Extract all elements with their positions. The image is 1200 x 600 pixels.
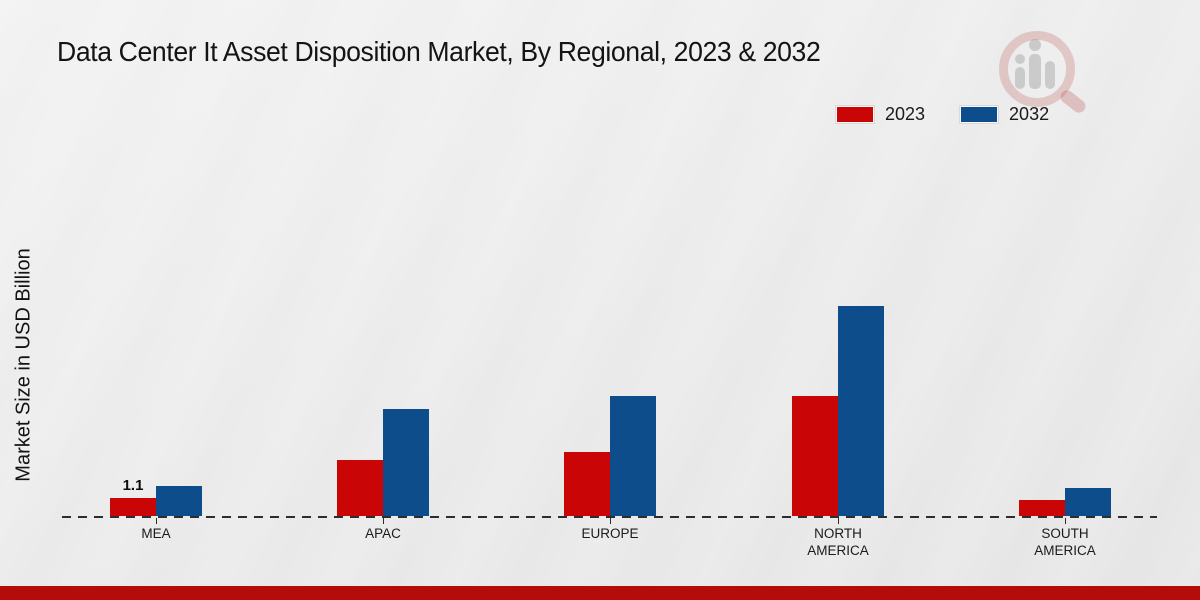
category-label-south-america: SOUTH AMERICA: [1034, 526, 1096, 558]
chart-title: Data Center It Asset Disposition Market,…: [57, 36, 821, 67]
bar-2032-north-america: [838, 306, 884, 516]
bar-2023-south-america: [1019, 500, 1065, 516]
legend-item-2023: 2023: [837, 104, 925, 125]
legend-label-2032: 2032: [1009, 104, 1050, 124]
magnifier-analytics-logo-icon: [999, 28, 1094, 123]
bar-2032-mea: [156, 486, 202, 516]
bar-2023-north-america: [792, 396, 838, 516]
value-label-2023-mea: 1.1: [122, 477, 144, 494]
bar-2032-europe: [610, 396, 656, 516]
bar-2023-apac: [337, 460, 383, 516]
bar-2032-apac: [383, 409, 429, 516]
x-tick-europe: [610, 518, 611, 524]
x-tick-apac: [383, 518, 384, 524]
legend-swatch-2032-icon: [961, 107, 998, 122]
bar-2032-south-america: [1065, 488, 1111, 516]
category-label-mea: MEA: [141, 526, 171, 541]
legend-swatch-2023-icon: [837, 107, 873, 122]
x-axis-line: [62, 516, 1157, 518]
bar-2023-europe: [564, 452, 610, 516]
y-axis-label: Market Size in USD Billion: [12, 248, 35, 482]
legend: 2023 2032: [837, 104, 1049, 125]
category-label-europe: EUROPE: [581, 526, 639, 541]
x-tick-mea: [156, 518, 157, 524]
bar-2023-mea: [110, 498, 156, 516]
category-label-north-america: NORTH AMERICA: [807, 526, 869, 558]
x-tick-south-america: [1065, 518, 1066, 524]
legend-label-2023: 2023: [885, 104, 926, 124]
x-tick-north-america: [838, 518, 839, 524]
category-label-apac: APAC: [365, 526, 401, 541]
footer-accent-bar: [0, 586, 1200, 600]
legend-item-2032: 2032: [961, 104, 1049, 125]
